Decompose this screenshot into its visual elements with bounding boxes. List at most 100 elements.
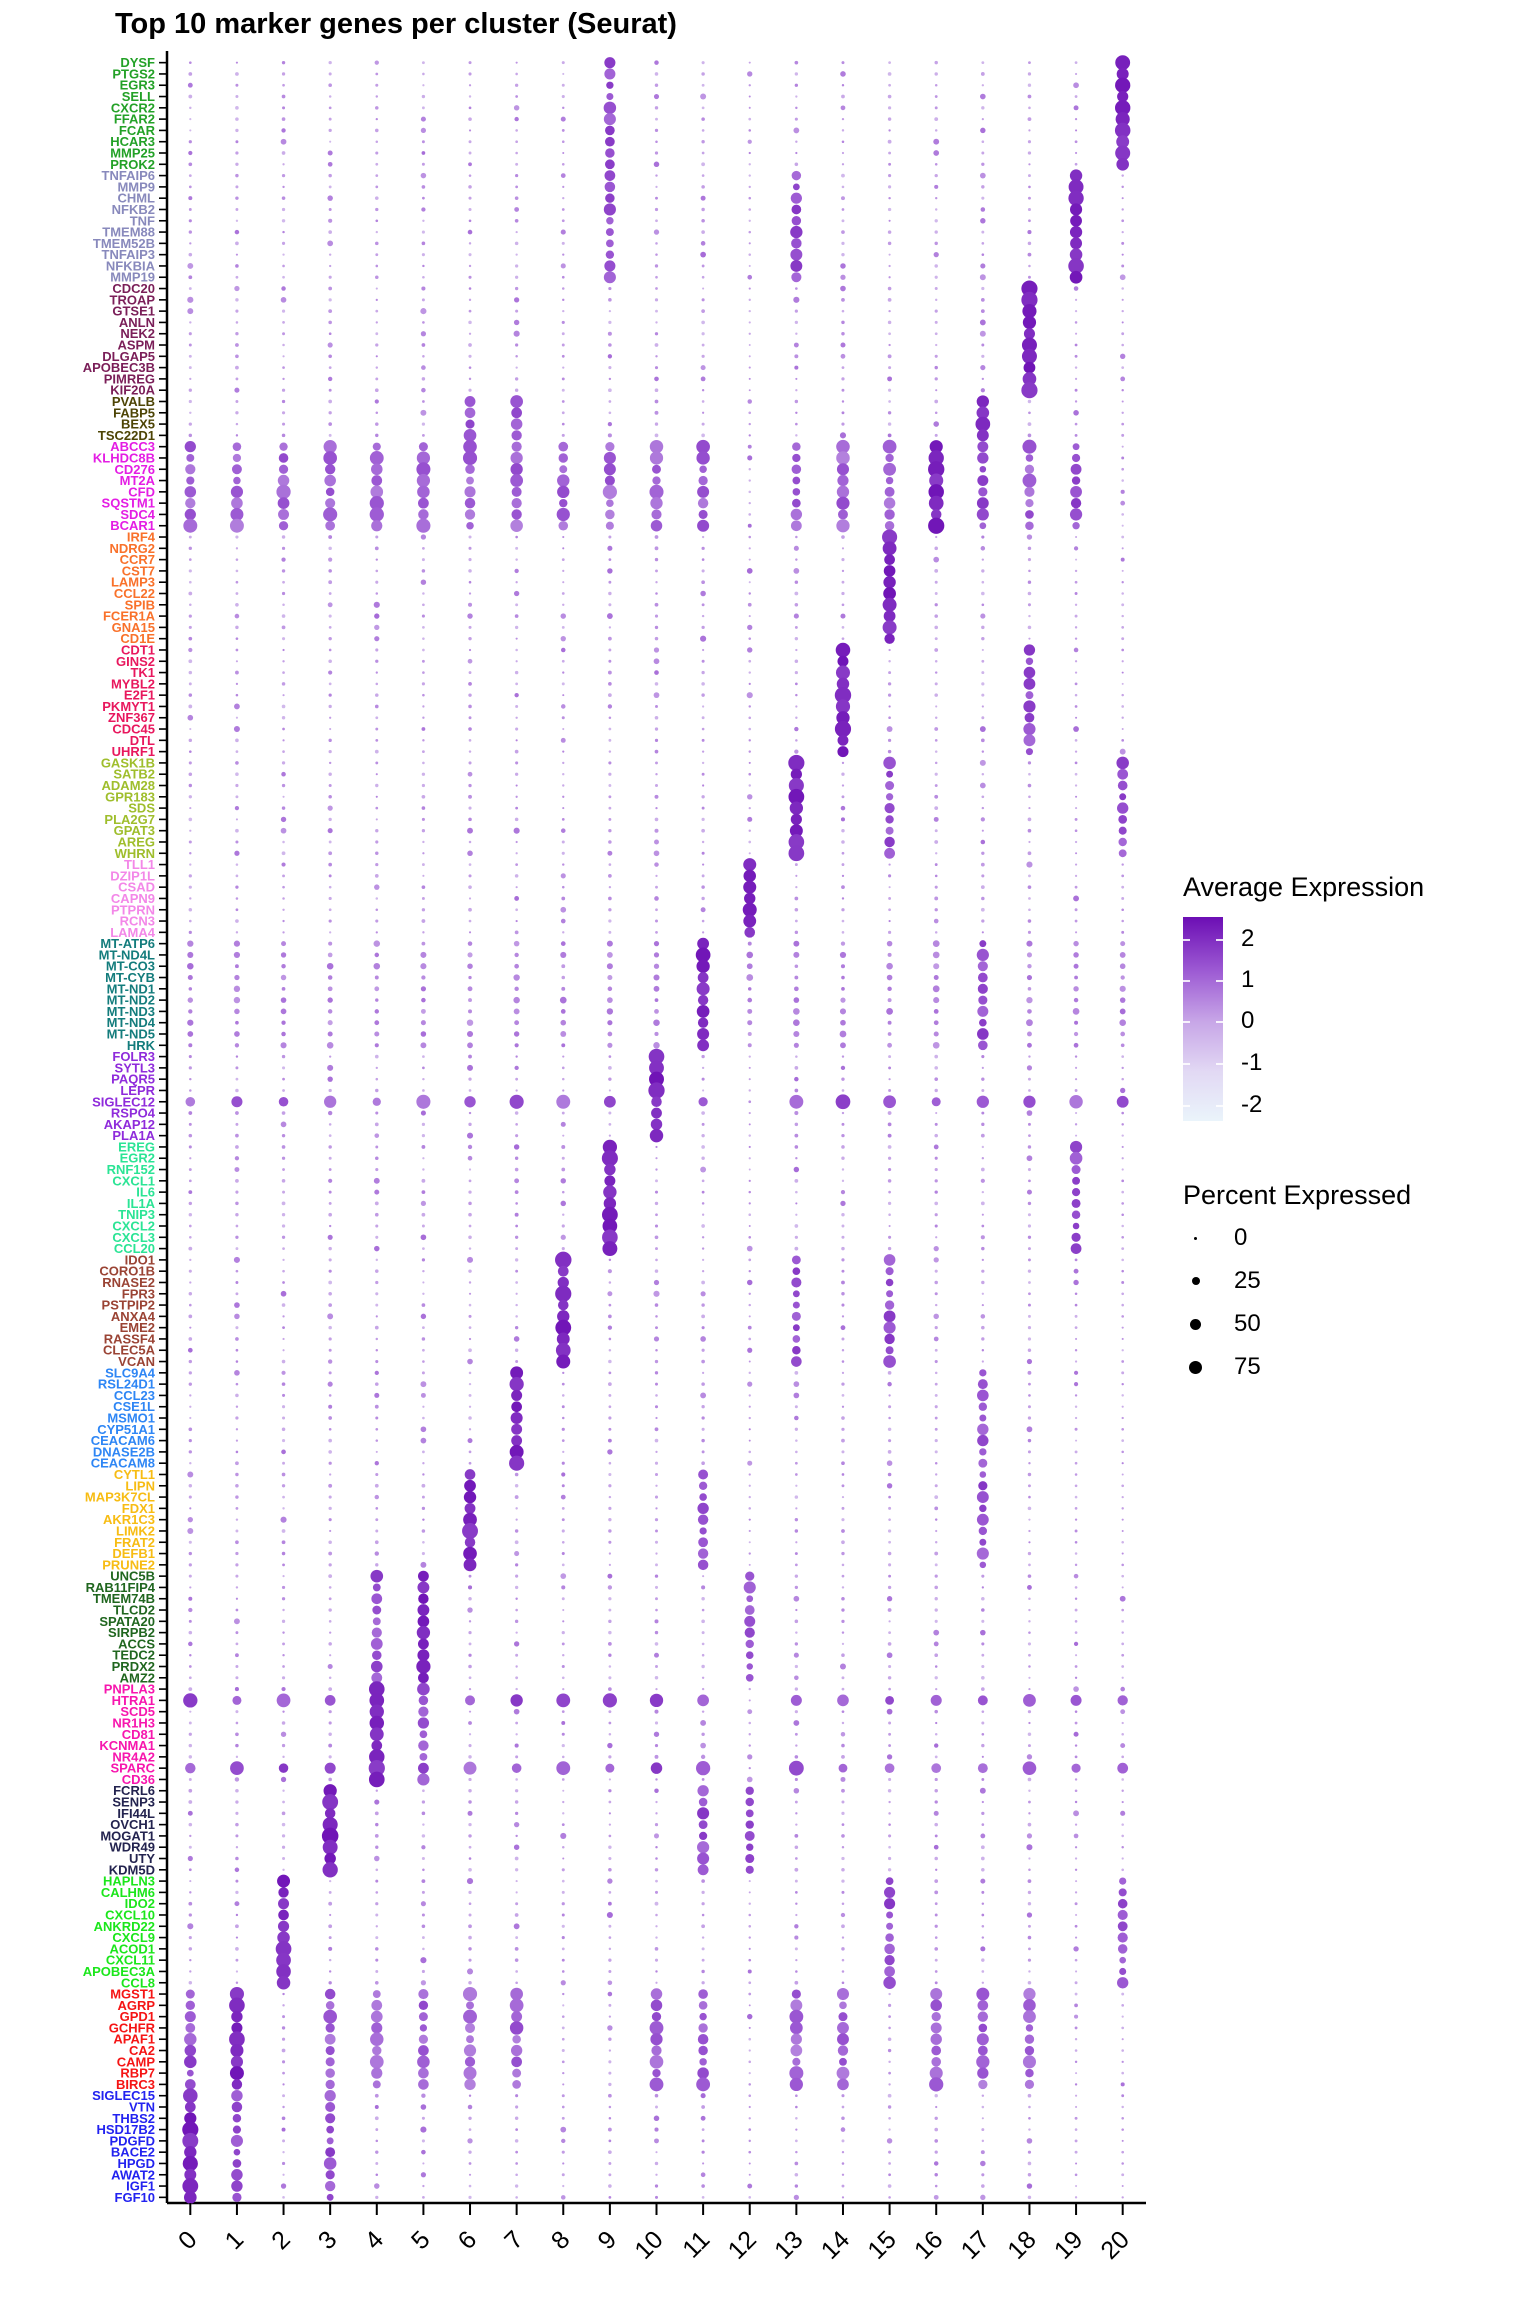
gene-row-dots	[188, 982, 1126, 996]
gene-label: BCAR1	[110, 518, 155, 533]
gene-label: TMEM74B	[93, 1591, 155, 1606]
gene-label: THBS2	[112, 2111, 155, 2126]
gene-row-dots	[184, 484, 1125, 500]
gene-row-dots	[184, 507, 1125, 522]
gene-row-dots	[188, 529, 1125, 545]
gene-row-dots	[189, 824, 1127, 838]
gene-label: VTN	[129, 2099, 155, 2114]
gene-label: BEX5	[121, 417, 155, 432]
gene-label: TMEM52B	[93, 236, 155, 251]
gene-row-dots	[183, 1693, 1128, 1708]
gene-row-dots	[188, 1310, 1124, 1323]
gene-label: MMP9	[117, 179, 155, 194]
gene-row-dots	[188, 1615, 1125, 1628]
gene-label: ADAM28	[102, 778, 155, 793]
gene-label: SYTL3	[115, 1060, 155, 1075]
gene-label: MOGAT1	[100, 1828, 155, 1843]
gene-row-dots	[183, 2191, 1124, 2204]
gene-row-dots	[182, 2155, 1124, 2172]
gene-label: CXCL10	[105, 1907, 155, 1922]
gene-label: SELL	[122, 89, 155, 104]
gene-label: IGF1	[126, 2179, 155, 2194]
gene-row-dots	[186, 450, 1125, 466]
gene-row-dots	[184, 2101, 1124, 2113]
gene-row-dots	[188, 1185, 1125, 1199]
gene-row-dots	[184, 2031, 1124, 2048]
x-axis-cluster-label: 1	[220, 2225, 250, 2255]
gene-row-dots	[186, 2066, 1125, 2081]
gene-label: CXCR2	[111, 100, 155, 115]
gene-row-dots	[189, 1649, 1125, 1662]
gene-label: MMP19	[110, 270, 155, 285]
gene-label: FCER1A	[103, 609, 156, 624]
gene-label: EME2	[120, 1320, 155, 1335]
x-axis-cluster-label: 2	[266, 2225, 296, 2255]
gene-label: UTY	[129, 1851, 155, 1866]
gene-label: SPARC	[110, 1761, 155, 1776]
gene-row-dots	[189, 1411, 1124, 1425]
x-axis-cluster-label: 16	[909, 2225, 948, 2264]
gene-label: PLA1A	[112, 1128, 155, 1143]
legend-average-expression: Average Expression 2 1 0 -1 -2	[1183, 872, 1523, 1121]
gene-row-dots	[189, 1827, 1124, 1845]
gene-row-dots	[189, 372, 1126, 386]
gene-row-dots	[188, 1332, 1124, 1346]
percent-legend-item: 75	[1183, 1353, 1523, 1380]
gene-row-dots	[189, 1150, 1124, 1167]
gene-row-dots	[188, 90, 1129, 103]
gene-row-dots	[188, 1175, 1125, 1187]
gene-row-dots	[188, 686, 1124, 704]
x-axis-cluster-label: 19	[1049, 2225, 1088, 2264]
gene-label: CYP51A1	[97, 1422, 155, 1437]
gene-row-dots	[187, 77, 1131, 93]
gene-label: MSMO1	[107, 1411, 155, 1426]
legend-percent-expressed: Percent Expressed 0 25 50 75	[1183, 1180, 1523, 1397]
gene-label: KIF20A	[110, 383, 155, 398]
gene-label: GNA15	[112, 620, 155, 635]
gene-label: LIPN	[125, 1478, 155, 1493]
gene-row-dots	[188, 834, 1127, 850]
gene-row-dots	[189, 1071, 1124, 1087]
gene-row-dots	[188, 1839, 1124, 1855]
gene-row-dots	[188, 1976, 1129, 1990]
gene-label: FABP5	[113, 405, 155, 420]
gene-row-dots	[189, 112, 1130, 127]
gene-label: GPAT3	[114, 823, 155, 838]
gene-row-dots	[188, 1749, 1125, 1765]
gene-row-dots	[184, 2146, 1125, 2159]
gene-row-dots	[188, 158, 1129, 171]
gene-label: CDC20	[112, 281, 155, 296]
gene-row-dots	[187, 1342, 1124, 1358]
gene-label: SLC9A4	[105, 1365, 156, 1380]
gene-label: MYBL2	[111, 676, 155, 691]
gene-row-dots	[189, 1952, 1127, 1968]
gene-row-dots	[189, 1704, 1126, 1719]
gene-row-dots	[188, 1444, 1124, 1459]
gene-label: CCL20	[114, 1241, 155, 1256]
gene-label: RBP7	[120, 2066, 155, 2081]
gene-row-dots	[189, 315, 1124, 330]
percent-label: 75	[1234, 1353, 1261, 1380]
x-axis-cluster-label: 15	[862, 2225, 901, 2264]
gene-row-dots	[188, 1107, 1125, 1119]
gene-label: MT-ND4	[107, 1015, 156, 1030]
percent-legend-item: 0	[1183, 1224, 1523, 1251]
gene-row-dots	[188, 1241, 1125, 1257]
gene-label: TLL1	[124, 857, 155, 872]
gene-label: PKMYT1	[102, 699, 155, 714]
colorbar-tick-label: 0	[1241, 1007, 1255, 1034]
colorbar-tick	[1183, 980, 1190, 982]
gene-label: TMEM88	[102, 225, 155, 240]
gene-label: CD36	[122, 1772, 155, 1787]
gene-row-dots	[189, 406, 1124, 420]
gene-label: VCAN	[118, 1354, 155, 1369]
gene-label: APOBEC3A	[83, 1964, 156, 1979]
gene-label: HCAR3	[110, 134, 155, 149]
colorbar-tick	[1216, 939, 1223, 941]
gene-row-dots	[188, 1265, 1124, 1277]
gene-label: FCAR	[119, 123, 156, 138]
gene-row-dots	[189, 801, 1129, 815]
gene-row-dots	[187, 1512, 1124, 1527]
gene-row-dots	[188, 1490, 1124, 1504]
gene-label: FDX1	[122, 1501, 155, 1516]
